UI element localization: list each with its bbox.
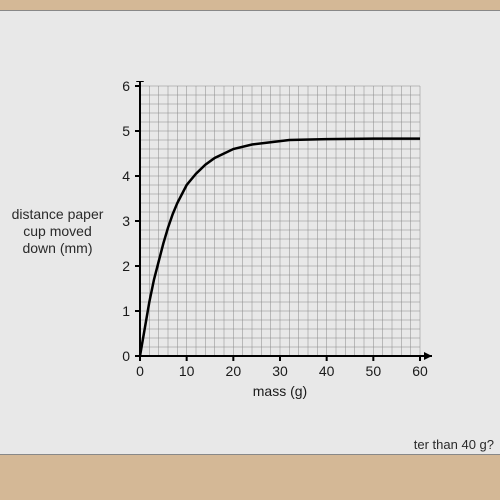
svg-text:10: 10 — [179, 363, 195, 379]
chart-svg: 0 10 20 30 40 50 60 0 1 2 3 4 5 6 mass (g) — [110, 81, 480, 411]
cropped-text-fragment: ter than 40 g? — [414, 437, 494, 452]
svg-text:30: 30 — [272, 363, 288, 379]
ylabel-line-1: distance paper — [5, 206, 110, 223]
svg-text:3: 3 — [122, 213, 130, 229]
svg-text:40: 40 — [319, 363, 335, 379]
svg-text:50: 50 — [366, 363, 382, 379]
svg-text:6: 6 — [122, 81, 130, 94]
paper-background: distance paper cup moved down (mm) 01020… — [0, 10, 500, 455]
svg-text:0: 0 — [136, 363, 144, 379]
svg-text:60: 60 — [412, 363, 428, 379]
ylabel-line-2: cup moved — [5, 223, 110, 240]
svg-text:mass (g): mass (g) — [253, 383, 307, 399]
svg-text:2: 2 — [122, 258, 130, 274]
chart-container: 0 10 20 30 40 50 60 0 1 2 3 4 5 6 mass (g) — [110, 81, 480, 411]
ylabel-line-3: down (mm) — [5, 240, 110, 257]
svg-text:0: 0 — [122, 348, 130, 364]
svg-text:4: 4 — [122, 168, 130, 184]
svg-text:5: 5 — [122, 123, 130, 139]
y-axis-label: distance paper cup moved down (mm) — [5, 206, 110, 256]
svg-text:1: 1 — [122, 303, 130, 319]
svg-text:20: 20 — [226, 363, 242, 379]
